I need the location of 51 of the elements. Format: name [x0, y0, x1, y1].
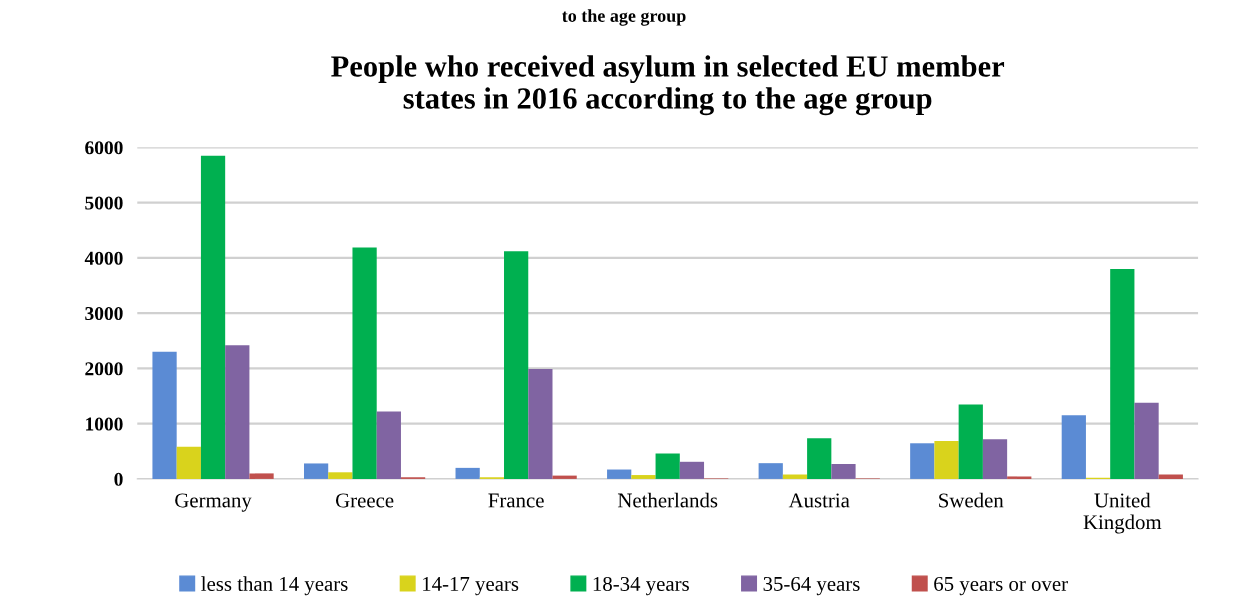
legend-label: less than 14 years: [201, 576, 348, 596]
bar: [1158, 474, 1183, 479]
y-tick-label: 4000: [84, 251, 123, 265]
bar: [552, 475, 577, 479]
bar: [782, 474, 808, 479]
text: to the age group: [562, 9, 686, 26]
x-tick-label: Sweden: [939, 492, 1004, 508]
bar: [807, 438, 832, 479]
bar: [1110, 268, 1135, 479]
legend-label: 14-17 years: [423, 577, 519, 596]
bar: [910, 443, 935, 479]
y-tick-label: 3000: [85, 306, 123, 321]
y-tick-label: 6000: [85, 141, 123, 155]
bar: [655, 453, 680, 479]
bar: [831, 464, 856, 479]
bar: [934, 441, 959, 479]
x-tick-label: Greece: [335, 493, 394, 508]
x-tick-label: Netherlands: [617, 492, 718, 508]
y-tick-label: 2000: [85, 362, 123, 376]
bar: [679, 461, 705, 479]
bar: [1007, 476, 1032, 479]
bar: [631, 475, 656, 479]
legend-label: 35-64 years: [763, 576, 860, 596]
y-tick-label: 1000: [86, 417, 123, 431]
legend-label: 18-34 years: [593, 576, 689, 596]
bar: [152, 351, 177, 479]
bar: [376, 411, 401, 479]
legend-label: 65 years or over: [934, 576, 1068, 596]
bar: [176, 446, 201, 479]
x-tick-label: France: [488, 493, 544, 508]
bar: [958, 404, 983, 479]
x-tick-label: Austria: [788, 493, 850, 508]
chart-title: People who received asylum in selected EU member states in 2016 according to the age group: [331, 55, 1005, 116]
bar: [758, 463, 783, 479]
bar: [225, 345, 250, 479]
bar: [352, 247, 377, 479]
bar: [200, 155, 226, 479]
bar: [607, 469, 632, 479]
bar: [1061, 415, 1086, 479]
y-tick-label: 0: [114, 472, 123, 486]
bar: [455, 467, 480, 479]
bar: [528, 368, 553, 479]
x-tick-label: Germany: [175, 493, 252, 512]
bar: [982, 439, 1008, 479]
bar: [303, 463, 329, 479]
bar: [1134, 402, 1159, 479]
x-tick-label: United Kingdom: [1083, 492, 1162, 534]
bar: [504, 251, 529, 479]
bar: [249, 473, 274, 479]
bar: [328, 472, 353, 479]
y-tick-label: 5000: [85, 196, 123, 210]
